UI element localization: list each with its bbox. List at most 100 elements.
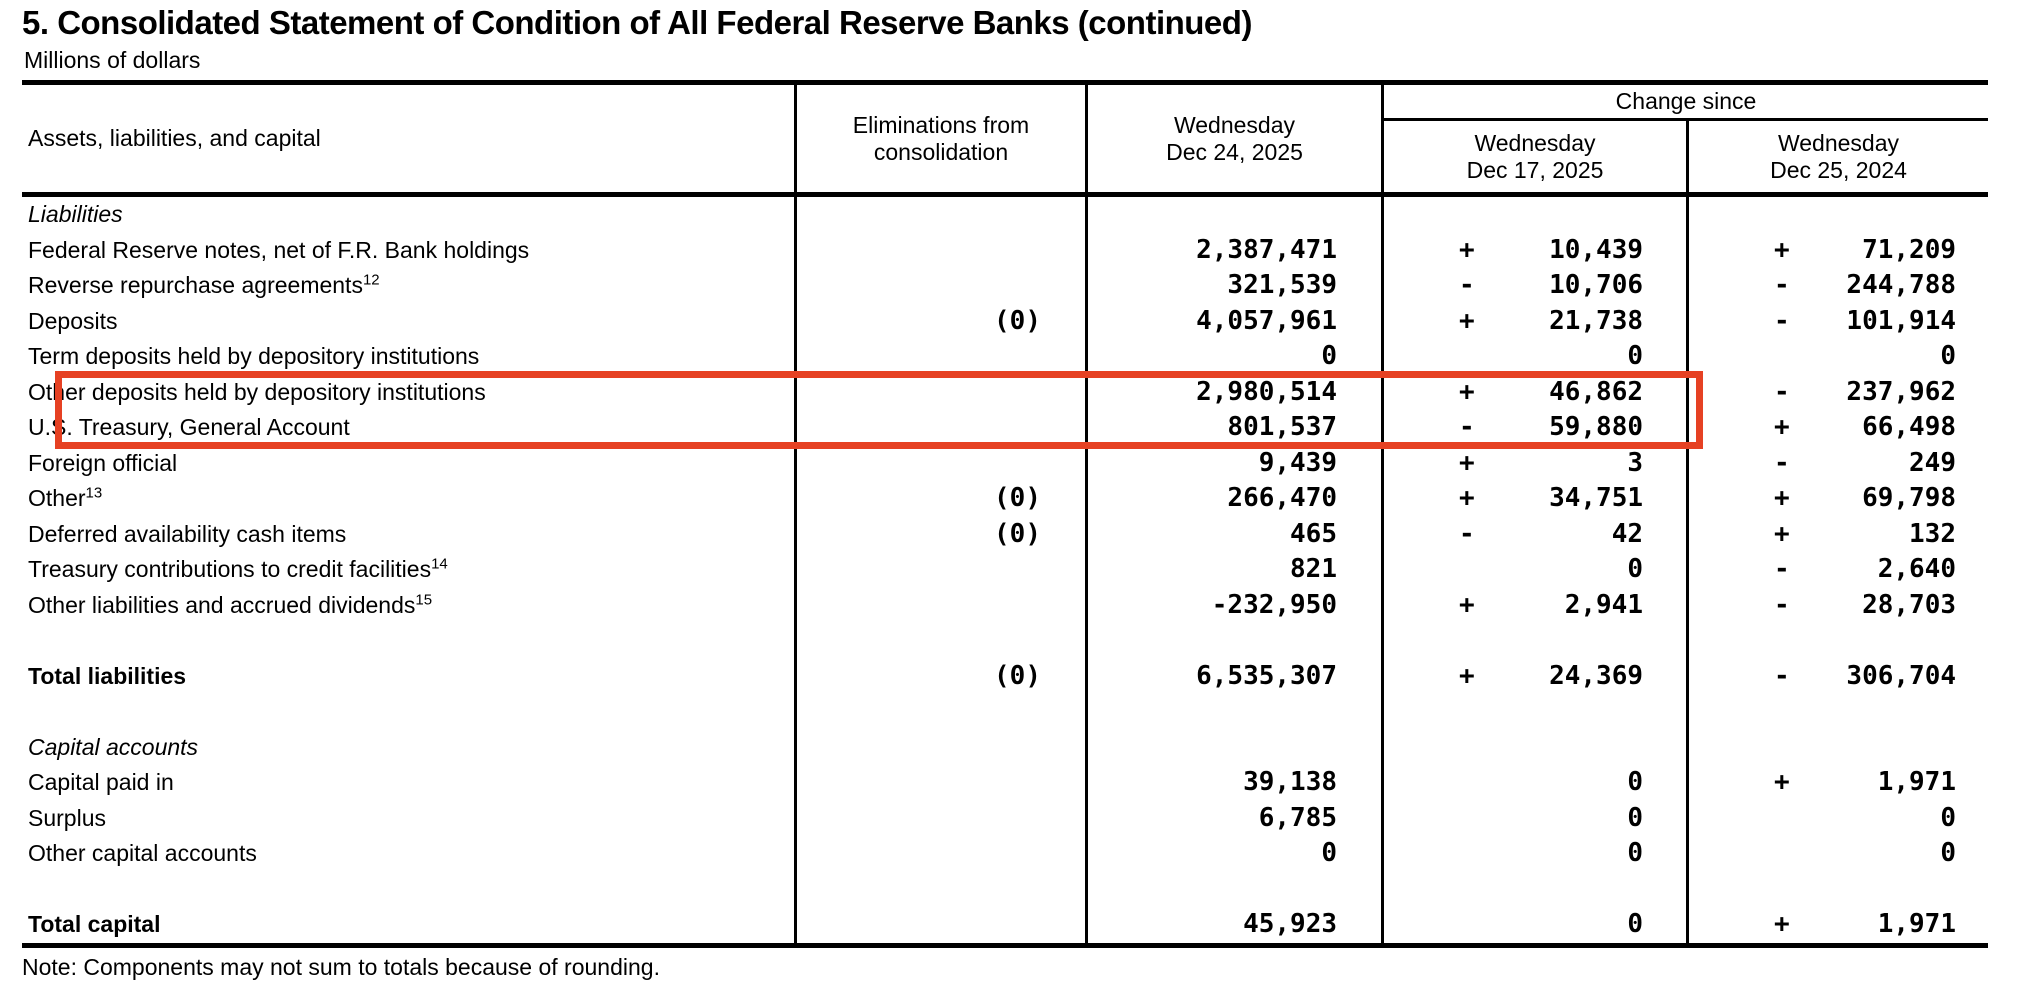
change-value: 0 — [1627, 909, 1643, 939]
row-label: Other liabilities and accrued dividends1… — [28, 590, 433, 618]
change-value: 0 — [1627, 554, 1643, 584]
cell-c3: 0 — [1085, 836, 1381, 872]
row-label: Reverse repurchase agreements12 — [28, 271, 380, 298]
cell-c5: +69,798 — [1686, 481, 1988, 517]
change-sign: - — [1774, 554, 1790, 584]
cell-c3 — [1085, 623, 1381, 659]
change-value: 306,704 — [1846, 660, 1956, 691]
table-row — [22, 694, 1988, 730]
cell-c3: 4,057,961 — [1085, 303, 1381, 339]
row-label: Total capital — [28, 911, 161, 937]
header-current-week-line1: Wednesday — [1173, 111, 1296, 138]
change-value: 0 — [1627, 838, 1643, 868]
table-row: Federal Reserve notes, net of F.R. Bank … — [22, 232, 1988, 268]
row-label: Other deposits held by depository instit… — [28, 378, 486, 405]
cell-c4: +10,439 — [1381, 232, 1686, 268]
change-value: 10,706 — [1549, 270, 1643, 300]
change-value: 132 — [1909, 518, 1956, 549]
change-value: 0 — [1940, 802, 1956, 833]
cell-c3: 2,387,471 — [1085, 232, 1381, 268]
cell-c2 — [794, 552, 1085, 588]
row-label: Deposits — [28, 307, 118, 334]
change-value: 46,862 — [1549, 376, 1643, 407]
row-label: Foreign official — [28, 449, 178, 476]
change-value: 21,738 — [1549, 305, 1643, 336]
table-body: Liabilities Federal Reserve notes, net of… — [22, 197, 1988, 943]
cell-c2 — [794, 374, 1085, 410]
change-value: 1,971 — [1877, 767, 1956, 797]
change-value: 249 — [1909, 447, 1956, 478]
statement-table: Assets, liabilities, and capital Elimina… — [22, 80, 1988, 948]
table-row: Other liabilities and accrued dividends1… — [22, 587, 1988, 623]
change-sign: - — [1774, 589, 1790, 620]
cell-c4: +21,738 — [1381, 303, 1686, 339]
cell-c5 — [1686, 197, 1988, 233]
row-label — [22, 872, 794, 908]
row-label: Term deposits held by depository institu… — [28, 343, 480, 369]
cell-c3: 6,785 — [1085, 800, 1381, 836]
cell-c4: +2,941 — [1381, 587, 1686, 623]
change-sign: + — [1774, 909, 1790, 939]
change-sign: + — [1774, 412, 1790, 442]
table-row: Treasury contributions to credit facilit… — [22, 552, 1988, 588]
cell-c3: 266,470 — [1085, 481, 1381, 517]
cell-c2 — [794, 268, 1085, 304]
header-change-year-ago: Wednesday Dec 25, 2024 — [1686, 121, 1988, 192]
cell-c3: 801,537 — [1085, 410, 1381, 446]
change-sign: + — [1459, 376, 1475, 407]
cell-c4: - 42 — [1381, 516, 1686, 552]
cell-c3: 2,980,514 — [1085, 374, 1381, 410]
cell-c2 — [794, 410, 1085, 446]
cell-c4: +3 — [1381, 445, 1686, 481]
row-label — [22, 623, 794, 659]
row-label — [22, 694, 794, 730]
change-sign: + — [1459, 483, 1475, 513]
table-row: U.S. Treasury, General Account 801,537 - 59… — [22, 410, 1988, 446]
cell-c2 — [794, 729, 1085, 765]
footnote-ref: 14 — [431, 555, 448, 573]
header-eliminations-line2: consolidation — [873, 138, 1009, 165]
cell-c2: (0) — [794, 481, 1085, 517]
cell-c4: 0 — [1381, 339, 1686, 375]
change-value: 2,640 — [1877, 554, 1956, 584]
change-value: 1,971 — [1877, 909, 1956, 939]
cell-c2 — [794, 232, 1085, 268]
cell-c2 — [794, 765, 1085, 801]
cell-c2 — [794, 587, 1085, 623]
cell-c3: -232,950 — [1085, 587, 1381, 623]
change-value: 28,703 — [1862, 589, 1956, 620]
header-eliminations-line1: Eliminations from — [852, 111, 1030, 138]
row-label: Capital paid in — [28, 769, 174, 795]
table-row: Reverse repurchase agreements12 321,539 - 1… — [22, 268, 1988, 304]
row-label: Deferred availability cash items — [28, 520, 347, 547]
header-current-week-line2: Dec 24, 2025 — [1166, 138, 1303, 165]
row-label: Capital accounts — [28, 733, 199, 760]
change-value: 0 — [1627, 802, 1643, 833]
change-sign: + — [1459, 234, 1475, 265]
table-row: Term deposits held by depository institu… — [22, 339, 1988, 375]
table-header: Assets, liabilities, and capital Elimina… — [22, 85, 1988, 197]
table-row: Total capital 45,923 0 +1,971 — [22, 907, 1988, 943]
cell-c2 — [794, 339, 1085, 375]
cell-c4: 0 — [1381, 800, 1686, 836]
change-value: 0 — [1940, 838, 1956, 868]
change-sign: - — [1774, 447, 1790, 478]
change-value: 34,751 — [1549, 483, 1643, 513]
cell-c4: 0 — [1381, 836, 1686, 872]
cell-c5: +1,971 — [1686, 765, 1988, 801]
cell-c5: 0 — [1686, 836, 1988, 872]
cell-c2 — [794, 836, 1085, 872]
cell-c3 — [1085, 729, 1381, 765]
change-sign: + — [1459, 305, 1475, 336]
change-value: 42 — [1611, 518, 1643, 549]
cell-c4: - 59,880 — [1381, 410, 1686, 446]
change-value: 69,798 — [1862, 483, 1956, 513]
table-row: Capital paid in 39,138 0 +1,971 — [22, 765, 1988, 801]
change-value: 0 — [1627, 767, 1643, 797]
change-value: 0 — [1627, 341, 1643, 371]
header-change-since-group: Change since Wednesday Dec 17, 2025 Wedn… — [1381, 85, 1988, 192]
cell-c2 — [794, 871, 1085, 907]
row-label: Total liabilities — [28, 662, 187, 689]
cell-c5: 0 — [1686, 800, 1988, 836]
change-sign: + — [1774, 234, 1790, 265]
